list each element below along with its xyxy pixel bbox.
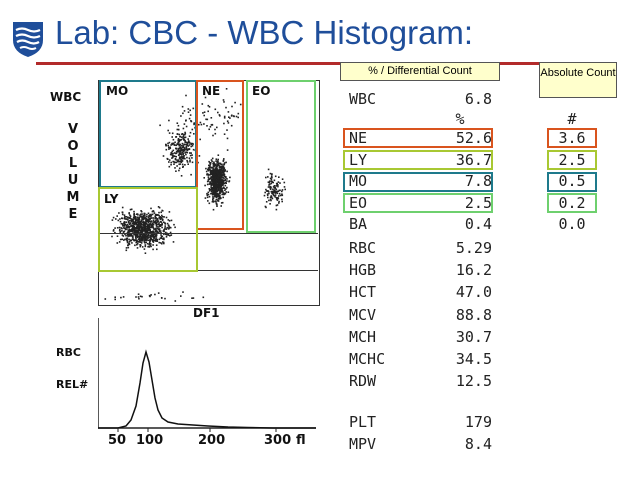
diff-absolute: 2.5 [558,150,586,169]
diff-label: MO [349,172,368,190]
diff-percent: 2.5 [464,193,492,212]
diff-percent: 36.7 [455,150,492,169]
scatter-y-title: WBC [50,90,82,104]
rbc-histogram [98,318,316,432]
y-axis-letter: U [67,173,79,188]
rbc-index-value: 34.5 [455,350,492,368]
y-axis-letter: L [68,156,78,171]
platelet-value: 179 [464,413,492,431]
slide-title: Lab: CBC - WBC Histogram: [55,14,474,51]
diff-label: BA [349,215,368,233]
region-label-eo: EO [252,84,271,98]
title-divider [36,62,588,65]
histogram-y-label-rbc: RBC [56,346,81,359]
platelet-label: PLT [349,413,377,431]
abs-header: # [567,110,577,128]
pct-header: % [455,110,465,128]
y-axis-letter: O [67,139,79,154]
y-axis-letter: M [66,190,80,205]
rbc-index-value: 88.8 [455,305,492,324]
region-label-mo: MO [106,84,129,98]
result-value-wbc: 6.8 [464,90,492,108]
diff-label: LY [349,150,368,169]
platelet-value: 8.4 [464,435,492,453]
differential-count-callout: % / Differential Count [340,62,500,81]
diff-absolute: 0.0 [558,215,586,233]
diff-percent: 52.6 [455,129,492,147]
diff-absolute: 0.5 [558,172,586,190]
rbc-index-label: MCV [349,305,377,324]
eo-region-box [246,80,316,233]
absolute-count-callout: Absolute Count [539,62,617,98]
rbc-index-label: RDW [349,372,377,391]
mo-abs-highlight [547,172,597,192]
region-label-ne: NE [202,84,221,98]
rbc-index-value: 5.29 [455,239,492,257]
university-shield-logo [13,22,43,57]
scatter-y-axis-label: V O L U M E [66,122,80,224]
rbc-index-label: HGB [349,261,377,280]
histogram-y-label-rel: REL# [56,378,89,391]
diff-percent: 0.4 [464,215,492,233]
ne-abs-highlight [547,128,597,148]
result-label-wbc: WBC [349,90,377,108]
histogram-x-tick: 100 [136,433,164,448]
rbc-index-value: 12.5 [455,372,492,391]
diff-label: NE [349,129,368,147]
ne-row-highlight [343,128,493,148]
platelet-label: MPV [349,435,377,453]
y-axis-letter: V [67,122,79,137]
ly-row-highlight [343,150,493,170]
diff-absolute: 3.6 [558,129,586,147]
diff-absolute: 0.2 [558,193,586,212]
histogram-x-tick: 50 [108,433,127,448]
diff-label: EO [349,193,368,212]
rbc-index-label: MCHC [349,350,386,368]
histogram-x-tick: 300 [264,433,292,448]
rbc-index-label: RBC [349,239,377,257]
lower-gate-band [98,233,318,271]
y-axis-letter: E [68,207,78,222]
ly-abs-highlight [547,150,597,170]
rbc-index-label: HCT [349,283,377,302]
histogram-x-tick: 200 [198,433,226,448]
eo-row-highlight [343,193,493,213]
histogram-x-unit: fl [296,433,306,448]
diff-percent: 7.8 [464,172,492,190]
scatter-x-label: DF1 [193,306,220,320]
ly-region-box [98,187,198,272]
rbc-index-label: MCH [349,327,377,346]
rbc-index-value: 16.2 [455,261,492,280]
region-label-ly: LY [104,192,119,206]
rbc-index-value: 47.0 [455,283,492,302]
ne-region-box [196,80,244,230]
eo-abs-highlight [547,193,597,213]
rbc-index-value: 30.7 [455,327,492,346]
mo-row-highlight [343,172,493,192]
